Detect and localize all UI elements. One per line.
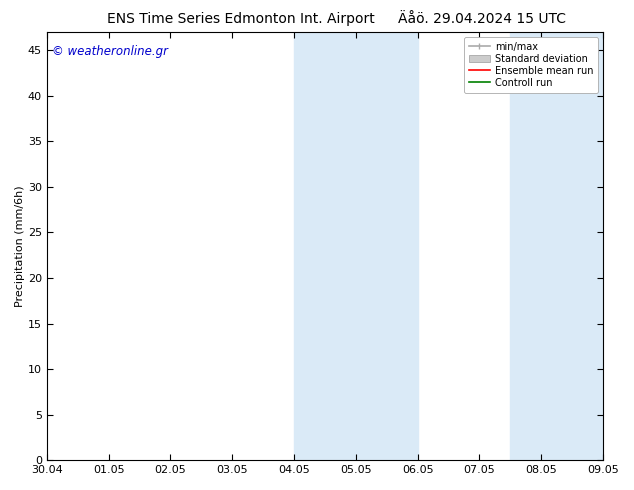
Bar [294,32,418,460]
Y-axis label: Precipitation (mm/6h): Precipitation (mm/6h) [15,185,25,307]
Text: © weatheronline.gr: © weatheronline.gr [53,45,169,58]
Text: Äåö. 29.04.2024 15 UTC: Äåö. 29.04.2024 15 UTC [398,12,566,26]
Text: ENS Time Series Edmonton Int. Airport: ENS Time Series Edmonton Int. Airport [107,12,375,26]
Bar [510,32,603,460]
Legend: min/max, Standard deviation, Ensemble mean run, Controll run: min/max, Standard deviation, Ensemble me… [464,37,598,93]
